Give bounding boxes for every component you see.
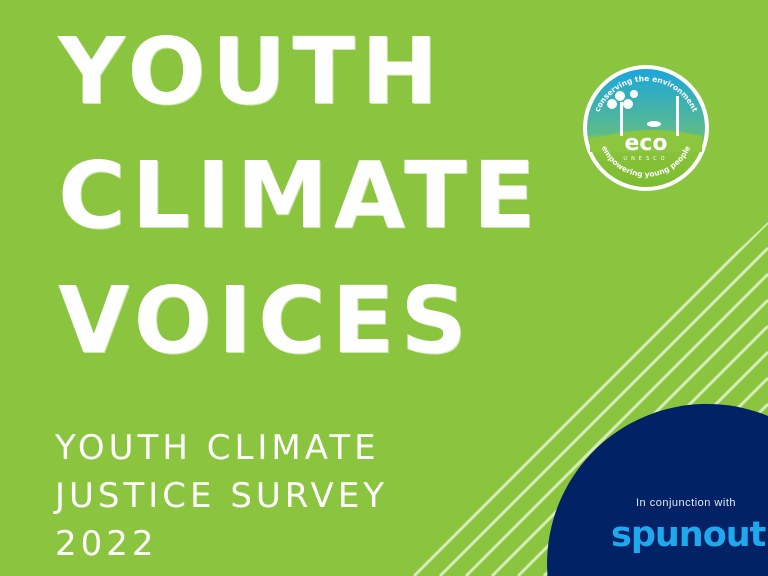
title-line-2: CLIMATE (58, 142, 542, 249)
spunout-logo: spunout (611, 515, 766, 555)
title-line-1: YOUTH (58, 18, 445, 125)
eco-wordmark: eco (624, 131, 667, 156)
stripe (412, 222, 768, 576)
subtitle-line-3: 2022 (55, 524, 158, 564)
eco-unesco-logo: eco UNESCO conserving the environment em… (583, 65, 709, 191)
subtitle-line-1: YOUTH CLIMATE (55, 428, 380, 468)
partner-circle (547, 403, 768, 576)
title-line-3: VOICES (58, 267, 473, 374)
subtitle-line-2: JUSTICE SURVEY (55, 476, 389, 516)
stripe (464, 272, 768, 576)
unesco-text: UNESCO (623, 156, 668, 162)
partner-label: In conjunction with (636, 497, 736, 509)
stripe (438, 246, 768, 576)
